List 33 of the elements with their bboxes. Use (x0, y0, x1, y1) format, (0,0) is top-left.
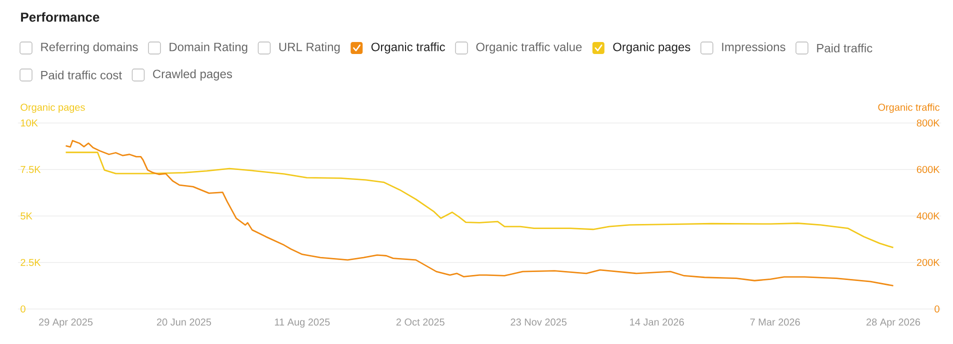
legend-label: Organic pages (613, 42, 690, 54)
y2-tick-label: 600K (916, 166, 940, 174)
line-series (65, 140, 894, 286)
y-tick-label: 7.5K (20, 166, 41, 173)
x-tick-label: 2 Oct 2025 (396, 318, 444, 326)
text: URL Rating (279, 42, 340, 54)
y2-tick-label: 200K (916, 258, 940, 266)
y2-tick-label: 800K (916, 119, 940, 127)
x-tick-label: 11 Aug 2025 (274, 318, 330, 328)
x-tick-label: 29 Apr 2025 (39, 318, 93, 328)
text: Paid traffic cost (41, 70, 122, 80)
x-tick-label: 28 Apr 2026 (866, 318, 920, 328)
text: Impressions (722, 42, 786, 54)
legend-label: Organic traffic (371, 42, 445, 54)
y-axis-title: Organic pages (20, 103, 85, 113)
text: Crawled pages (153, 69, 232, 81)
line-series (65, 152, 894, 248)
chart-title: Performance (21, 12, 100, 22)
y-tick-label: 10K (20, 119, 38, 127)
y2-tick-label: 0 (934, 305, 940, 313)
x-tick-label: 7 Mar 2026 (750, 318, 800, 326)
x-tick-label: 23 Nov 2025 (510, 318, 567, 326)
y2-axis-title: Organic traffic (878, 103, 940, 113)
text: Referring domains (41, 42, 138, 54)
y2-tick-label: 400K (916, 212, 940, 220)
y-tick-label: 2.5K (20, 258, 41, 266)
text: Paid traffic (817, 44, 872, 52)
text: Domain Rating (170, 42, 248, 54)
text: Organic traffic value (476, 42, 582, 54)
y-tick-label: 5K (20, 212, 32, 220)
x-tick-label: 20 Jun 2025 (156, 318, 212, 326)
y-tick-label: 0 (20, 305, 26, 313)
x-tick-label: 14 Jan 2026 (630, 318, 684, 326)
